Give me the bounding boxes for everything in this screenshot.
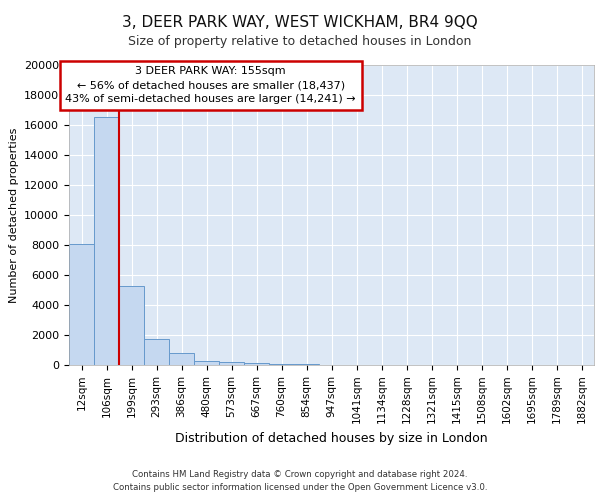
Bar [269, 364, 294, 365]
Bar [144, 339, 169, 365]
Bar [194, 360, 219, 365]
Bar [169, 353, 194, 365]
Text: Size of property relative to detached houses in London: Size of property relative to detached ho… [128, 35, 472, 48]
Text: 3, DEER PARK WAY, WEST WICKHAM, BR4 9QQ: 3, DEER PARK WAY, WEST WICKHAM, BR4 9QQ [122, 15, 478, 30]
X-axis label: Distribution of detached houses by size in London: Distribution of detached houses by size … [175, 432, 488, 445]
Bar [119, 286, 144, 365]
Bar [219, 362, 244, 365]
Bar [244, 363, 269, 365]
Y-axis label: Number of detached properties: Number of detached properties [8, 128, 19, 302]
Bar [294, 364, 319, 365]
Bar [94, 118, 119, 365]
Text: Contains HM Land Registry data © Crown copyright and database right 2024.
Contai: Contains HM Land Registry data © Crown c… [113, 470, 487, 492]
Bar [69, 244, 94, 365]
Text: 3 DEER PARK WAY: 155sqm
← 56% of detached houses are smaller (18,437)
43% of sem: 3 DEER PARK WAY: 155sqm ← 56% of detache… [65, 66, 356, 104]
